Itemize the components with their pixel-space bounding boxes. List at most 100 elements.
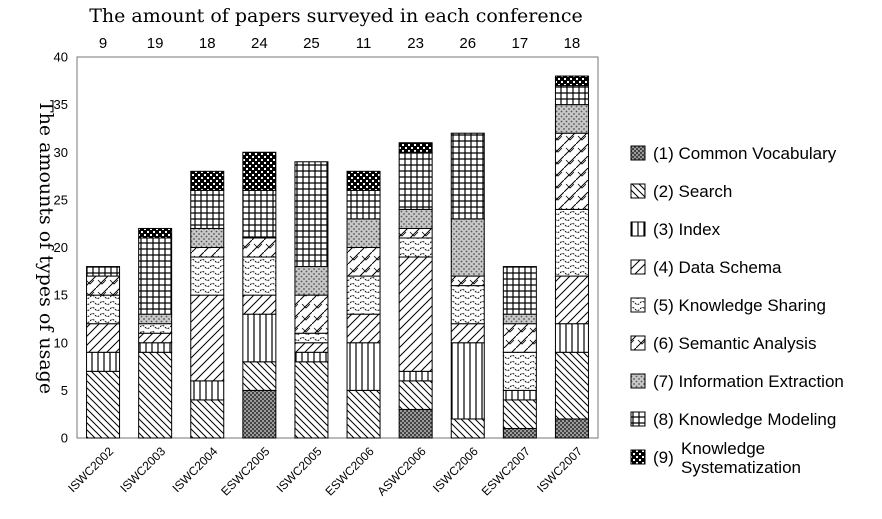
paper-count-label: 25	[303, 35, 320, 52]
bar-segment	[138, 323, 173, 334]
bar-segment	[554, 104, 589, 134]
paper-counts: 9 19 18 24 25 11 23 26 17 18	[99, 35, 580, 52]
bar-segment	[554, 351, 589, 420]
bar-segment	[86, 294, 121, 325]
bar-segment	[86, 370, 121, 439]
bar-segment	[450, 285, 485, 325]
bar-segment	[242, 389, 277, 439]
bar-segment	[346, 218, 381, 249]
legend-label: (4) Data Schema	[653, 258, 782, 277]
bar-stack	[398, 142, 433, 439]
bar-segment	[450, 132, 485, 220]
legend-item: (8) Knowledge Modeling	[630, 410, 836, 429]
legend-swatch	[630, 449, 646, 465]
y-tick-label: 40	[54, 50, 68, 65]
legend-swatch	[630, 297, 646, 313]
y-tick-label: 20	[54, 240, 68, 255]
y-tick-label: 0	[61, 431, 68, 446]
bar-segment	[554, 85, 589, 106]
x-tick-label: ASWC2006	[375, 444, 429, 498]
bar-segment	[502, 351, 537, 391]
bar-segment	[450, 342, 485, 420]
legend-label: (8) Knowledge Modeling	[653, 410, 836, 429]
legend-label: (9)	[653, 448, 674, 467]
bar-segment	[190, 189, 225, 229]
paper-count-label: 24	[251, 35, 268, 52]
plot-border	[76, 56, 599, 439]
bar-segment	[398, 208, 433, 229]
bar-segment	[398, 256, 433, 372]
legend-swatch	[630, 335, 646, 351]
bar-segment	[502, 323, 537, 353]
bar-segment	[294, 342, 329, 353]
bar-segment	[294, 294, 329, 334]
bar-segment	[190, 380, 225, 401]
y-tick-label: 5	[61, 383, 68, 398]
bar-segment	[242, 237, 277, 258]
bar-segment	[346, 342, 381, 391]
legend-item: (4) Data Schema	[630, 258, 782, 277]
bar-segment	[346, 247, 381, 277]
bar-segment	[138, 351, 173, 439]
legend-label: (6) Semantic Analysis	[653, 334, 816, 353]
bar-segment	[346, 170, 381, 191]
paper-count-label: 19	[147, 35, 164, 52]
bar-segment	[138, 227, 173, 239]
bar-segment	[554, 132, 589, 210]
paper-count-label: 9	[99, 35, 107, 52]
legend-swatch	[630, 183, 646, 199]
bar-segment	[86, 266, 121, 277]
legend-label: (5) Knowledge Sharing	[653, 296, 826, 315]
bar-segment	[450, 323, 485, 344]
bar-segment	[190, 247, 225, 258]
paper-count-label: 18	[564, 35, 581, 52]
bar-segment	[242, 151, 277, 191]
bar-segment	[398, 380, 433, 410]
bar-stack	[190, 170, 225, 439]
bar-stack	[294, 161, 329, 439]
legend-label: (3) Index	[653, 220, 721, 239]
legend-swatch	[630, 411, 646, 427]
bar-stack	[242, 151, 277, 439]
bar-segment	[294, 351, 329, 363]
x-tick-label: ISWC2006	[430, 444, 481, 495]
legend-item: (2) Search	[630, 182, 732, 201]
bar-stack	[450, 132, 485, 439]
bar-segment	[294, 332, 329, 344]
x-tick-label: ISWC2004	[169, 444, 220, 495]
x-tick-label: ESWC2005	[218, 444, 272, 498]
bar-segment	[398, 370, 433, 382]
bar-segment	[294, 361, 329, 439]
bar-segment	[346, 275, 381, 315]
bar-segment	[502, 389, 537, 401]
legend-label: (7) Information Extraction	[653, 372, 844, 391]
bar-segment	[398, 227, 433, 239]
legend-item: (1) Common Vocabulary	[630, 144, 837, 163]
bar-segment	[190, 256, 225, 296]
x-tick-label: ISWC2002	[65, 444, 116, 495]
y-tick-label: 25	[54, 192, 68, 207]
chart-title: The amount of papers surveyed in each co…	[89, 5, 583, 27]
legend-item: (5) Knowledge Sharing	[630, 296, 826, 315]
bar-segment	[502, 399, 537, 429]
y-tick-label: 10	[54, 335, 68, 350]
bar-segment	[502, 427, 537, 439]
bar-segment	[86, 323, 121, 353]
legend-label: Systematization	[681, 458, 801, 477]
paper-count-label: 26	[459, 35, 476, 52]
bar-segment	[242, 256, 277, 296]
y-tick-label: 35	[54, 97, 68, 112]
bar-segment	[294, 266, 329, 296]
bar-segment	[554, 275, 589, 325]
bar-segment	[346, 189, 381, 220]
y-tick-label: 15	[54, 288, 68, 303]
y-axis-label: The amounts of types of usage	[35, 100, 57, 394]
bar-stack	[138, 227, 173, 439]
legend-swatch	[630, 373, 646, 389]
legend-swatch	[630, 145, 646, 161]
plot-area	[76, 56, 599, 439]
bar-segment	[138, 332, 173, 344]
bar-segment	[554, 323, 589, 353]
bar-stack	[554, 75, 589, 439]
